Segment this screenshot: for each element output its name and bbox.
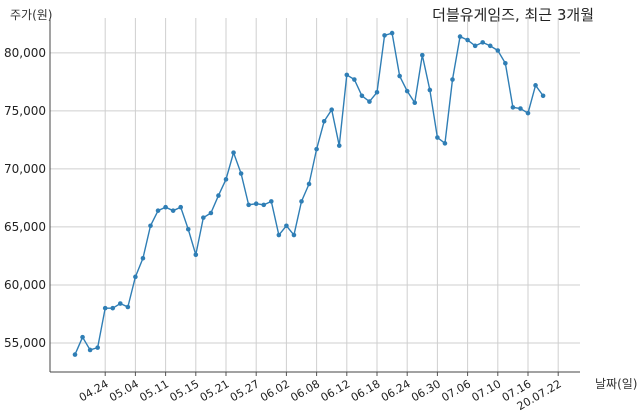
data-point	[329, 107, 335, 112]
data-point	[148, 223, 153, 229]
y-tick-label: 60,000	[4, 278, 46, 292]
data-point	[87, 347, 93, 353]
data-point	[261, 202, 267, 208]
data-point	[306, 181, 312, 187]
data-point	[344, 72, 350, 78]
y-tick-label: 75,000	[4, 104, 46, 118]
price-series	[72, 30, 546, 357]
data-point	[276, 232, 282, 238]
data-point	[465, 37, 470, 43]
data-point	[336, 143, 342, 148]
data-point	[269, 199, 274, 204]
data-point	[246, 202, 251, 208]
data-point	[140, 255, 146, 261]
x-tick-label: 05.21	[198, 377, 232, 404]
x-tick-label: 06.02	[258, 377, 292, 404]
x-tick-label: 05.11	[137, 377, 171, 404]
data-point	[193, 252, 199, 258]
x-tick-label: 06.24	[379, 377, 413, 404]
grid-lines	[50, 18, 580, 372]
x-tick-label: 06.08	[288, 377, 322, 404]
data-point	[397, 73, 402, 79]
data-point	[223, 177, 229, 182]
data-point	[382, 33, 387, 38]
data-point	[185, 226, 191, 232]
data-point	[510, 105, 516, 110]
data-point	[238, 171, 244, 176]
data-point	[367, 99, 372, 104]
x-tick-label: 07.06	[439, 377, 473, 404]
data-point	[442, 141, 448, 146]
y-tick-label: 55,000	[4, 336, 46, 350]
data-point	[284, 223, 289, 229]
data-point	[533, 83, 538, 88]
data-point	[102, 305, 108, 311]
data-point	[487, 43, 493, 49]
x-tick-label: 07.10	[470, 377, 504, 404]
data-point	[450, 77, 455, 82]
data-point	[525, 110, 531, 116]
data-point	[321, 118, 327, 124]
data-point	[352, 77, 357, 82]
x-tick-label: 06.12	[319, 377, 353, 404]
data-point	[404, 88, 410, 94]
data-point	[420, 52, 425, 58]
x-tick-label: 05.04	[107, 377, 141, 404]
data-point	[457, 34, 463, 39]
x-tick-label: 04.24	[77, 377, 111, 404]
series-line	[74, 32, 544, 355]
data-point	[95, 345, 100, 350]
y-tick-label: 80,000	[4, 46, 46, 60]
data-point	[125, 304, 131, 310]
data-point	[231, 150, 236, 155]
x-tick-label: 06.30	[409, 377, 443, 404]
data-point	[374, 89, 380, 95]
chart-title: 더블유게임즈, 최근 3개월	[432, 6, 594, 24]
data-point	[208, 210, 214, 216]
data-point	[216, 193, 221, 198]
y-tick-label: 70,000	[4, 162, 46, 176]
data-point	[72, 352, 78, 357]
y-tick-labels: 55,000 60,000 65,000 70,000 75,000 80,000	[4, 46, 46, 350]
data-point	[503, 60, 508, 66]
data-point	[495, 48, 501, 53]
x-axis-label: 날짜(일)	[595, 377, 638, 391]
data-point	[291, 232, 297, 238]
x-tick-label: 05.27	[228, 377, 262, 404]
data-point	[314, 146, 319, 152]
y-tick-label: 65,000	[4, 220, 46, 234]
x-tick-labels: 04.2405.0405.1105.1505.2105.2706.0206.08…	[77, 377, 564, 413]
x-tick-label: 05.15	[168, 377, 202, 404]
data-point	[170, 208, 176, 213]
data-point	[201, 215, 206, 220]
data-point	[163, 204, 168, 210]
data-point	[412, 100, 418, 106]
data-point	[540, 93, 546, 99]
data-point	[299, 199, 304, 204]
x-tick-label: 06.18	[349, 377, 383, 404]
axes	[49, 18, 580, 376]
y-axis-label: 주가(원)	[10, 8, 53, 22]
data-point	[518, 106, 523, 111]
data-point	[80, 334, 85, 340]
data-point	[435, 135, 440, 140]
data-point	[253, 201, 259, 207]
data-point	[155, 208, 161, 213]
data-point	[359, 93, 365, 99]
data-point	[427, 87, 433, 93]
data-point	[389, 30, 395, 36]
data-point	[118, 301, 123, 306]
data-point	[133, 274, 138, 280]
data-point	[178, 204, 183, 210]
data-point	[110, 305, 116, 311]
data-point	[480, 40, 486, 45]
data-point	[472, 43, 478, 49]
